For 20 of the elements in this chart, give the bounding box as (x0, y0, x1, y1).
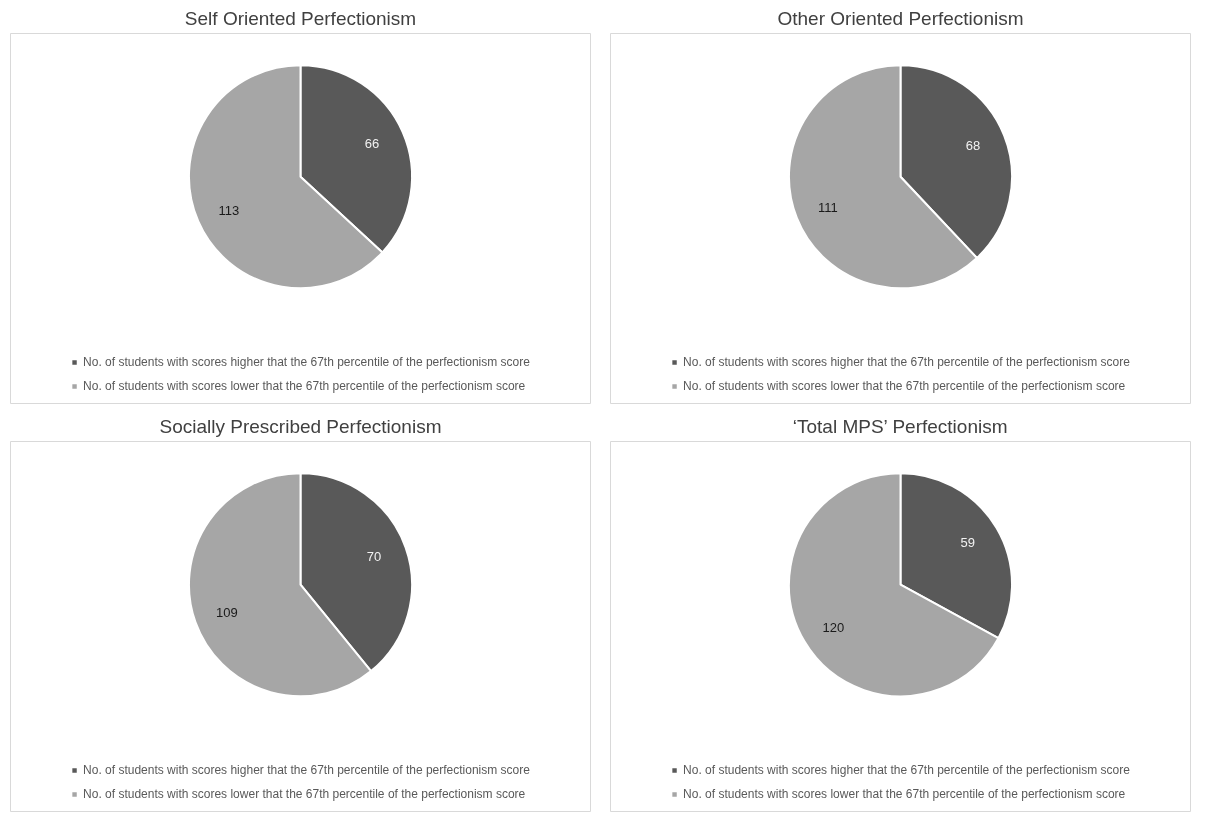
data-label: 113 (218, 202, 240, 218)
data-label: 120 (822, 619, 845, 635)
chart-title: ‘Total MPS’ Perfectionism (792, 415, 1008, 437)
data-label: 109 (216, 605, 238, 621)
legend-label: No. of students with scores higher that the 67th percentile of the perfectionism score (83, 355, 530, 369)
chart-title: Self Oriented Perfectionism (184, 7, 417, 29)
legend-label: No. of students with scores lower that the 67th percentile of the perfectionism score (683, 379, 1126, 393)
chart-title: Socially Prescribed Perfectionism (159, 415, 442, 437)
legend-label: No. of students with scores higher that the 67th percentile of the perfectionism score (83, 763, 530, 777)
legend-label: No. of students with scores higher that the 67th percentile of the perfectionism score (683, 355, 1130, 369)
chart-title: Other Oriented Perfectionism (777, 7, 1024, 29)
legend-label: No. of students with scores lower that the 67th percentile of the perfectionism score (683, 787, 1126, 801)
data-label: 111 (818, 200, 838, 216)
data-label: 66 (364, 135, 380, 151)
data-label: 59 (960, 534, 975, 550)
legend-label: No. of students with scores lower that the 67th percentile of the perfectionism score (83, 379, 526, 393)
data-label: 70 (366, 549, 382, 565)
legend-label: No. of students with scores lower that the 67th percentile of the perfectionism score (83, 787, 526, 801)
data-label: 68 (965, 138, 981, 154)
legend-label: No. of students with scores higher that the 67th percentile of the perfectionism score (683, 763, 1130, 777)
